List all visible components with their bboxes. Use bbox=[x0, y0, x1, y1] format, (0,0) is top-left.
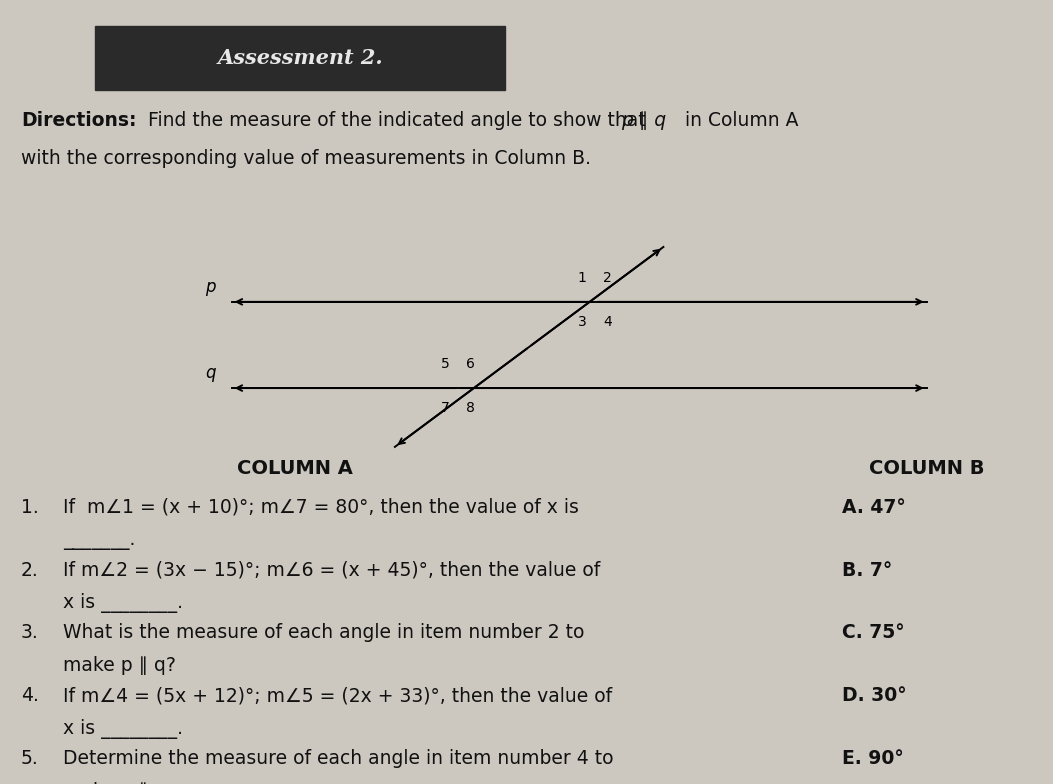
Text: Find the measure of the indicated angle to show that: Find the measure of the indicated angle … bbox=[142, 111, 652, 130]
Text: 3: 3 bbox=[578, 315, 587, 329]
Text: 2: 2 bbox=[603, 270, 612, 285]
Text: C. 75°: C. 75° bbox=[842, 623, 905, 642]
Text: If m∠2 = (3x − 15)°; m∠6 = (x + 45)°, then the value of: If m∠2 = (3x − 15)°; m∠6 = (x + 45)°, th… bbox=[63, 561, 600, 579]
Text: 3.: 3. bbox=[21, 623, 39, 642]
Text: COLUMN A: COLUMN A bbox=[237, 459, 353, 477]
Text: COLUMN B: COLUMN B bbox=[869, 459, 985, 477]
Text: 5: 5 bbox=[441, 357, 450, 371]
Text: make p ∥ q.: make p ∥ q. bbox=[63, 782, 172, 784]
Text: 8: 8 bbox=[466, 401, 475, 416]
Text: 1.: 1. bbox=[21, 498, 39, 517]
Text: What is the measure of each angle in item number 2 to: What is the measure of each angle in ite… bbox=[63, 623, 584, 642]
FancyBboxPatch shape bbox=[95, 26, 505, 90]
Text: Determine the measure of each angle in item number 4 to: Determine the measure of each angle in i… bbox=[63, 749, 614, 768]
Text: 6: 6 bbox=[466, 357, 475, 371]
Text: 7: 7 bbox=[441, 401, 450, 416]
Text: 4.: 4. bbox=[21, 686, 39, 705]
Text: E. 90°: E. 90° bbox=[842, 749, 905, 768]
Text: p: p bbox=[205, 278, 216, 296]
Text: 2.: 2. bbox=[21, 561, 39, 579]
Text: Assessment 2.: Assessment 2. bbox=[217, 48, 383, 68]
Text: make p ∥ q?: make p ∥ q? bbox=[63, 656, 176, 675]
Text: x is ________.: x is ________. bbox=[63, 719, 183, 739]
Text: A. 47°: A. 47° bbox=[842, 498, 907, 517]
Text: p ∥ q: p ∥ q bbox=[621, 111, 667, 130]
Text: 5.: 5. bbox=[21, 749, 39, 768]
Text: 4: 4 bbox=[603, 315, 612, 329]
Text: D. 30°: D. 30° bbox=[842, 686, 907, 705]
Text: x is ________.: x is ________. bbox=[63, 593, 183, 614]
Text: If  m∠1 = (x + 10)°; m∠7 = 80°, then the value of x is: If m∠1 = (x + 10)°; m∠7 = 80°, then the … bbox=[63, 498, 579, 517]
Text: q: q bbox=[205, 364, 216, 382]
Text: If m∠4 = (5x + 12)°; m∠5 = (2x + 33)°, then the value of: If m∠4 = (5x + 12)°; m∠5 = (2x + 33)°, t… bbox=[63, 686, 612, 705]
Text: in Column A: in Column A bbox=[679, 111, 798, 130]
Text: B. 7°: B. 7° bbox=[842, 561, 893, 579]
Text: Directions:: Directions: bbox=[21, 111, 137, 130]
Text: _______.: _______. bbox=[63, 531, 136, 550]
Text: with the corresponding value of measurements in Column B.: with the corresponding value of measurem… bbox=[21, 149, 591, 168]
Text: 1: 1 bbox=[578, 270, 587, 285]
